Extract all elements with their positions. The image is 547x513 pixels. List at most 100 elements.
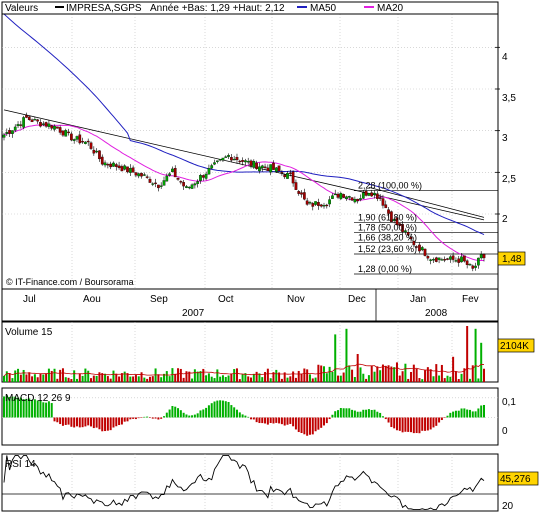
macd-bar [457,410,460,418]
last-price-label: 1,48 [502,254,522,265]
candle-body [460,256,463,263]
month-label: Jul [23,294,36,305]
candle-body [406,232,410,236]
macd-bar [337,410,340,418]
macd-bar [8,396,11,418]
volume-last-label: 2104K [500,341,529,352]
candle-body [218,159,222,161]
volume-bars [3,326,485,382]
ma20-line [3,124,485,262]
macd-bar [474,411,477,418]
volume-bar [42,374,45,382]
candle-body [199,175,202,181]
candle-body [468,264,472,266]
candle-body [55,126,59,129]
candle-body [331,195,334,199]
volume-bar [78,373,81,382]
macd-bar [227,402,230,418]
credits: © IT-Finance.com / Boursorama [6,277,134,287]
macd-bar [376,411,379,418]
candle-body [2,134,6,138]
candle-body [429,259,433,261]
volume-bar [45,373,48,382]
volume-bar [160,377,163,382]
year-label: 2008 [425,308,448,319]
candle-body [151,183,155,185]
volume-bar [303,368,306,382]
candle-body [89,142,93,149]
volume-bar [219,376,222,382]
candle-body [432,259,435,261]
candle-body [353,198,357,203]
macd-bar [160,417,163,419]
volume-bar [53,368,56,382]
candle-body [361,192,365,199]
macd-bar [325,417,328,424]
macd-bar [367,409,370,418]
candle-body [137,173,141,177]
volume-bar [395,362,398,382]
volume-bar [356,354,359,382]
macd-bar [331,414,334,418]
candle-body [67,131,70,134]
macd-bar [101,417,104,432]
ma50-legend-label: MA50 [310,3,337,14]
volume-bar [157,374,160,382]
macd-bar [42,402,45,418]
macd-bar [250,417,253,420]
volume-bar [407,378,410,382]
candle-body [196,181,200,184]
volume-bar [47,368,50,382]
candle-body [78,134,82,144]
volume-bar [365,378,368,382]
volume-bar [454,371,457,382]
candle-body [437,257,441,260]
volume-bar [36,377,39,382]
macd-bar [401,417,404,433]
ma50-swatch [297,6,307,8]
macd-bar [365,409,368,418]
macd-bar [50,403,53,418]
candle-body [145,176,149,178]
candle-body [367,193,371,196]
macd-bar [112,417,115,428]
volume-bar [118,376,121,382]
macd-bar [275,417,278,423]
macd-bar [140,417,143,418]
volume-bar [323,366,325,382]
candle-body [84,141,87,144]
volume-bar [421,379,424,382]
volume-bar [106,376,109,382]
macd-bar [28,398,31,418]
price-y-ticks: 4 3,5 3 2,5 2 [502,52,516,225]
candle-body [70,133,73,141]
volume-bar [56,378,59,382]
candle-body [291,171,295,184]
volume-bar [70,379,73,382]
candlesticks [2,112,486,272]
macd-bar [235,409,238,418]
volume-bar [311,378,314,382]
volume-bar [294,377,297,382]
volume-bar [171,368,174,382]
candle-body [64,130,68,137]
candle-body [33,119,37,121]
candle-body [8,130,11,134]
candle-body [13,126,17,131]
candle-body [221,157,225,161]
macd-bar [3,396,5,418]
candle-body [204,173,208,179]
macd-bar [480,405,483,418]
macd-bar [241,414,244,418]
rsi-panel-frame [1,453,499,512]
candle-body [398,223,402,226]
price-tick-label: 3,5 [502,93,516,104]
macd-bar [314,417,317,432]
volume-bar [120,373,123,382]
symbol-label: IMPRESA,SGPS [66,3,142,14]
volume-bar [426,367,429,382]
macd-bar [334,411,337,418]
macd-bar [300,417,303,434]
macd-bar [432,417,435,428]
candle-body [339,193,343,200]
